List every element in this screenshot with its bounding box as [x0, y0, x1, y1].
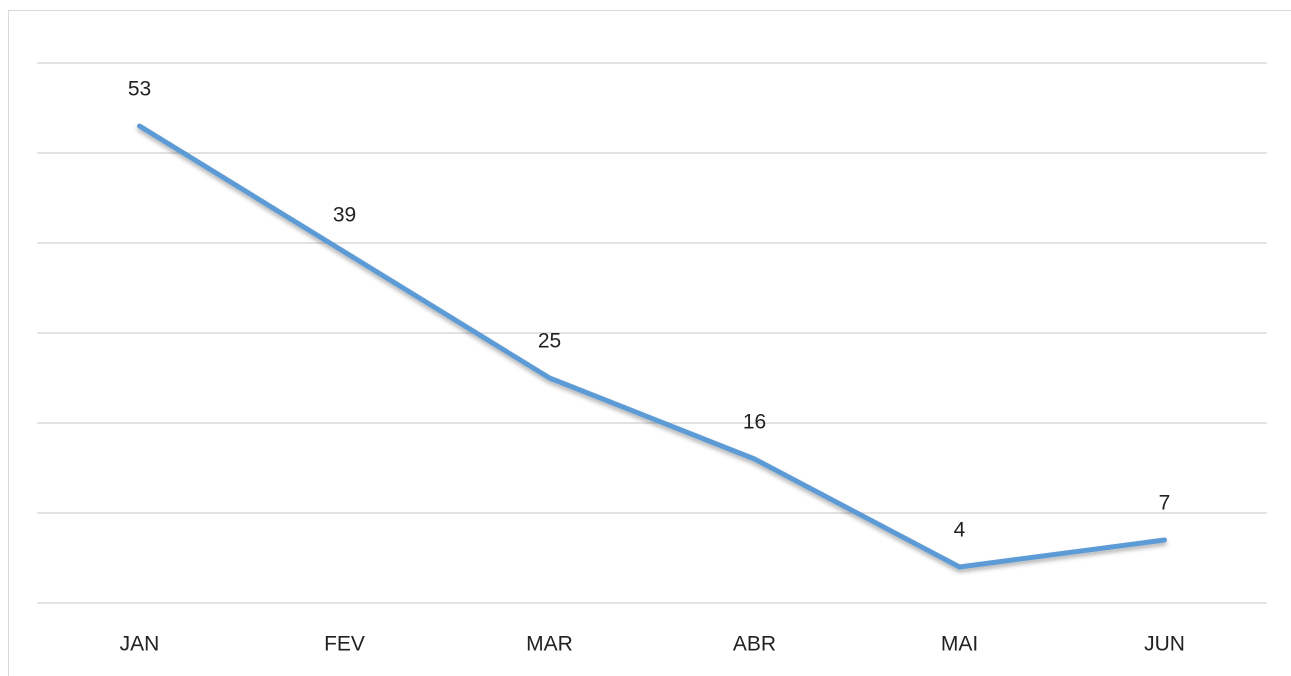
- chart-frame: [8, 10, 1291, 676]
- data-label: 4: [954, 519, 966, 542]
- x-tick-label: MAR: [526, 633, 573, 656]
- line-series: [137, 123, 1167, 570]
- x-tick-label: JUN: [1144, 633, 1185, 656]
- x-tick-label: JAN: [120, 633, 160, 656]
- data-label: 7: [1159, 492, 1171, 515]
- data-label: 53: [128, 78, 151, 101]
- data-label: 39: [333, 204, 356, 227]
- x-tick-label: ABR: [733, 633, 776, 656]
- x-tick-label: FEV: [324, 633, 365, 656]
- data-label: 25: [538, 330, 561, 353]
- data-label: 16: [743, 411, 766, 434]
- x-tick-label: MAI: [941, 633, 978, 656]
